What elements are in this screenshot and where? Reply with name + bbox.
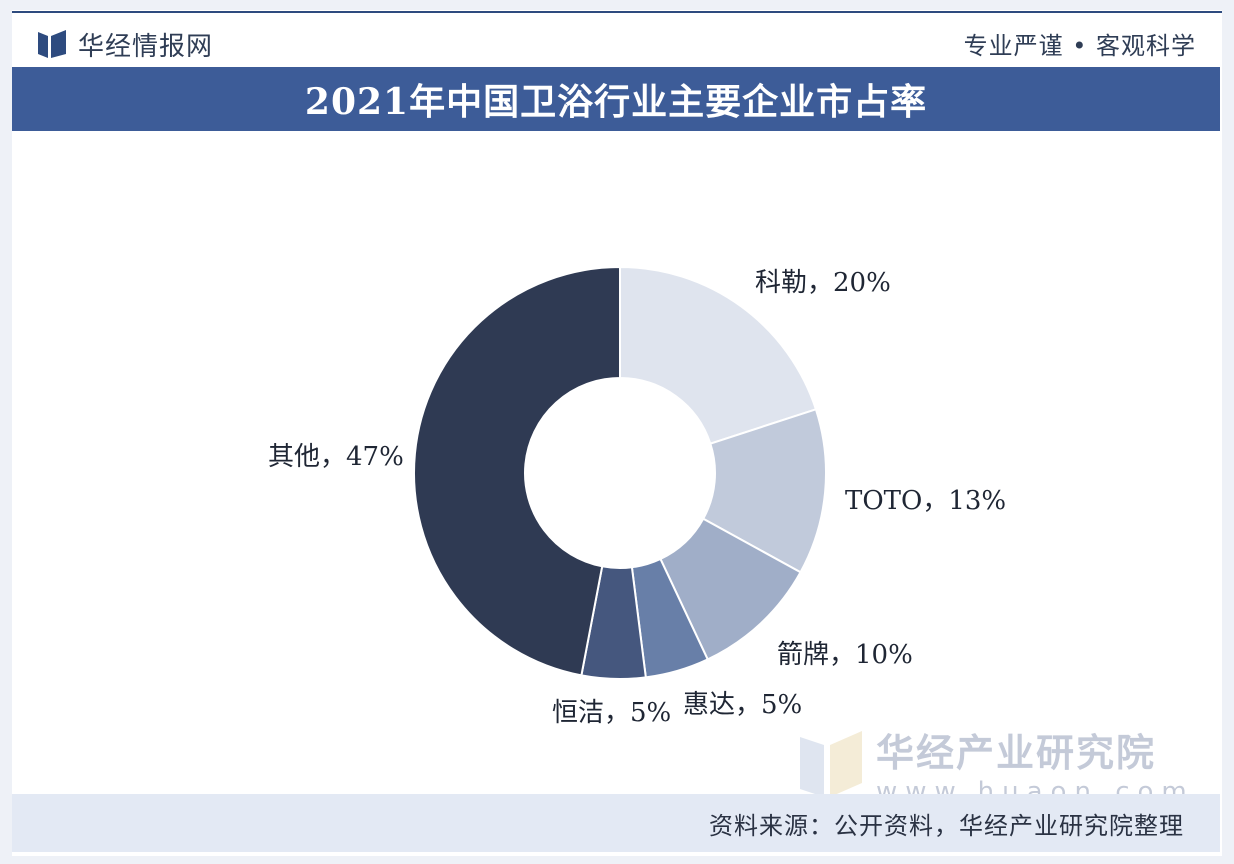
donut-slice-1 (701, 408, 827, 574)
chart-card (12, 10, 1222, 856)
slice-label-huida: 惠达，5% (683, 690, 803, 720)
slice-label-kohler: 科勒，20% (755, 268, 891, 298)
watermark-logo-icon (800, 730, 862, 797)
slice-label-hegii: 恒洁，5% (552, 698, 672, 728)
brand-name: 华经情报网 (78, 32, 214, 62)
chart-title: 2021年中国卫浴行业主要企业市占率 (12, 67, 1220, 131)
watermark-name: 华经产业研究院 (876, 731, 1157, 775)
slogan: 专业严谨 • 客观科学 (963, 32, 1196, 60)
source-note: 资料来源：公开资料，华经产业研究院整理 (709, 812, 1184, 840)
top-rule (12, 11, 1222, 13)
footer: 资料来源：公开资料，华经产业研究院整理 (12, 794, 1220, 852)
brand: 华经情报网 (38, 26, 213, 63)
slice-label-arrow: 箭牌，10% (777, 640, 913, 670)
donut-slice-0 (619, 265, 818, 445)
slice-label-others: 其他，47% (268, 442, 404, 472)
slice-label-toto: TOTO，13% (845, 486, 1007, 516)
donut-slice-5 (413, 265, 621, 677)
brand-logo-icon (38, 29, 66, 58)
